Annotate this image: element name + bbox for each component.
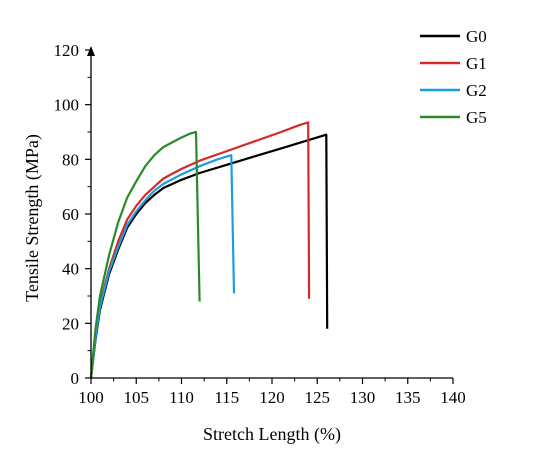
y-tick-label: 20 xyxy=(62,314,79,333)
legend-label-g1: G1 xyxy=(466,54,487,73)
x-axis-title: Stretch Length (%) xyxy=(203,424,341,445)
x-tick-label: 105 xyxy=(124,388,150,407)
x-tick-label: 120 xyxy=(259,388,285,407)
series-line-g1 xyxy=(89,121,311,379)
series-line-g5 xyxy=(89,130,201,379)
y-axis-arrow-icon xyxy=(87,46,95,56)
y-tick-label: 60 xyxy=(62,205,79,224)
y-axis-title: Tensile Strength (MPa) xyxy=(22,134,43,302)
x-tick-label: 110 xyxy=(169,388,194,407)
y-tick-label: 40 xyxy=(62,260,79,279)
x-tick-label: 115 xyxy=(214,388,239,407)
y-tick-label: 0 xyxy=(71,369,80,388)
axes: 100 105 110 115 120 125 130 135 140 0 20 40 60 80 100 1… xyxy=(54,41,466,407)
y-tick-label: 80 xyxy=(62,150,79,169)
legend-label-g0: G0 xyxy=(466,27,487,46)
y-tick-label: 120 xyxy=(54,41,80,60)
series-line-g2 xyxy=(89,154,236,379)
legend-label-g2: G2 xyxy=(466,81,487,100)
legend-label-g5: G5 xyxy=(466,108,487,127)
x-tick-label: 100 xyxy=(78,388,104,407)
x-tick-label: 140 xyxy=(440,388,466,407)
x-tick-label: 135 xyxy=(395,388,421,407)
plot-area xyxy=(89,121,329,379)
legend: G0 G1 G2 G5 xyxy=(420,27,487,127)
x-tick-label: 130 xyxy=(350,388,376,407)
x-tick-label: 125 xyxy=(305,388,331,407)
y-tick-label: 100 xyxy=(54,96,80,115)
series-line-g0 xyxy=(89,133,329,379)
